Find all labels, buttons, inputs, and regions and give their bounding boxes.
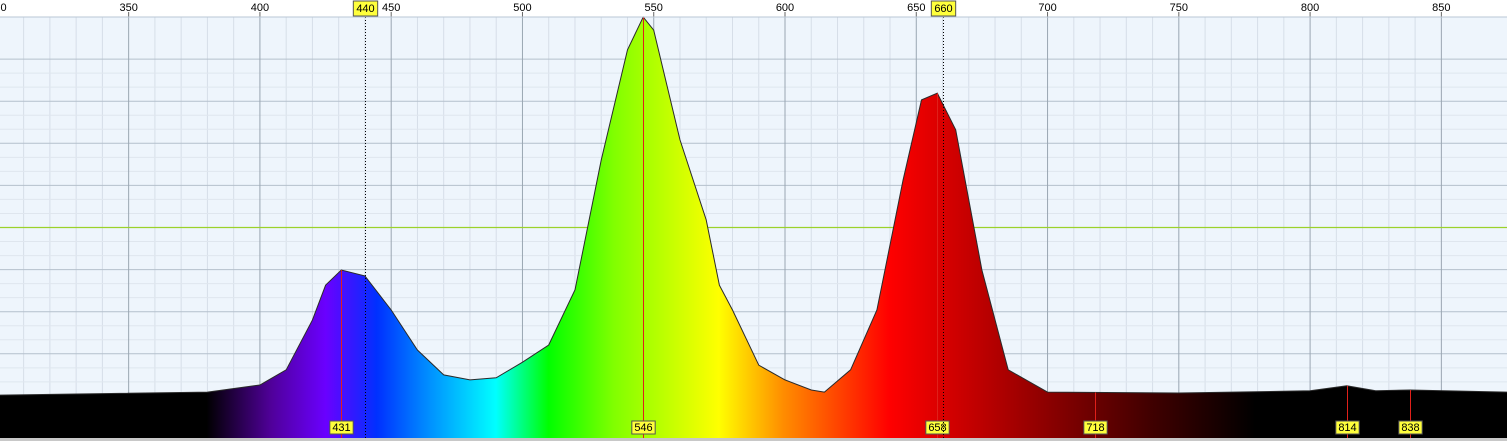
x-tick-label: 450 bbox=[382, 2, 400, 14]
peak-label: 431 bbox=[332, 422, 350, 434]
bottom-border bbox=[0, 438, 1507, 441]
peak-label: 814 bbox=[1338, 422, 1356, 434]
peak-label-box bbox=[1335, 420, 1360, 435]
x-tick-label: 750 bbox=[1170, 2, 1188, 14]
x-tick-label: 650 bbox=[907, 2, 925, 14]
x-tick-label: 400 bbox=[251, 2, 269, 14]
x-tick-label: 350 bbox=[119, 2, 137, 14]
peak-label: 718 bbox=[1086, 422, 1104, 434]
cursor-label: 660 bbox=[934, 3, 952, 15]
spectrum-line bbox=[0, 16, 1507, 396]
peak-label: 838 bbox=[1401, 422, 1419, 434]
peak-label-box bbox=[1083, 420, 1108, 435]
spectrum-fill bbox=[0, 17, 1507, 438]
x-tick-label: 700 bbox=[1038, 2, 1056, 14]
x-tick-label: 500 bbox=[513, 2, 531, 14]
peak-label-box bbox=[1398, 420, 1423, 435]
x-tick-label: 600 bbox=[776, 2, 794, 14]
cursor-label-box bbox=[930, 0, 957, 17]
peak-label-box bbox=[925, 420, 950, 435]
peak-label-box bbox=[329, 420, 354, 435]
cursor-label: 440 bbox=[356, 3, 374, 15]
axis-band bbox=[0, 0, 1507, 17]
peak-label: 658 bbox=[928, 422, 946, 434]
x-tick-label: 300 bbox=[0, 2, 7, 14]
x-tick-label: 850 bbox=[1432, 2, 1450, 14]
cursor-label-box bbox=[352, 0, 379, 17]
x-tick-label: 800 bbox=[1301, 2, 1319, 14]
x-tick-label: 550 bbox=[645, 2, 663, 14]
peak-label-box bbox=[631, 420, 656, 435]
peak-label: 546 bbox=[634, 422, 652, 434]
